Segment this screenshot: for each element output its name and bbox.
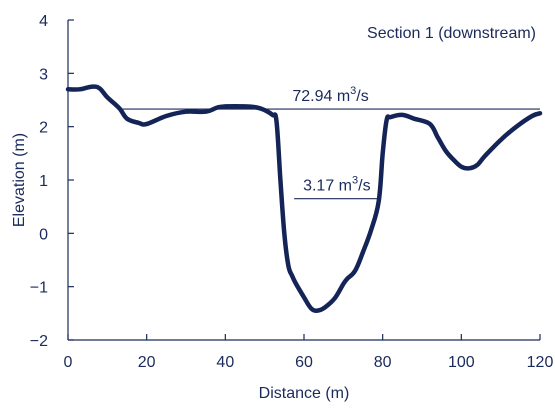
y-axis-title: Elevation (m) [11,133,28,227]
y-tick-label: 0 [39,226,48,243]
y-tick-label: 1 [39,173,48,190]
x-tick-label: 100 [448,354,475,371]
y-tick-label: 2 [39,120,48,137]
y-tick-label: −2 [30,333,48,350]
x-tick-label: 20 [138,354,156,371]
chart-title: Section 1 (downstream) [367,25,536,42]
x-tick-label: 0 [64,354,73,371]
discharge-annotations: 72.94 m3/s 3.17 m3/s [121,85,540,200]
y-tick-label: 4 [39,13,48,30]
x-tick-label: 80 [374,354,392,371]
y-tick-label: −1 [30,280,48,297]
channel-profile-line [65,84,543,313]
axes: 0 20 40 60 80 100 120 4 3 2 1 0 −1 −2 [30,13,554,371]
x-tick-label: 60 [295,354,313,371]
discharge-label: 72.94 m3/s [292,85,368,105]
discharge-label: 3.17 m3/s [303,175,371,195]
x-tick-label: 40 [216,354,234,371]
x-tick-label: 120 [527,354,554,371]
y-tick-label: 3 [39,66,48,83]
x-axis-title: Distance (m) [259,385,350,402]
